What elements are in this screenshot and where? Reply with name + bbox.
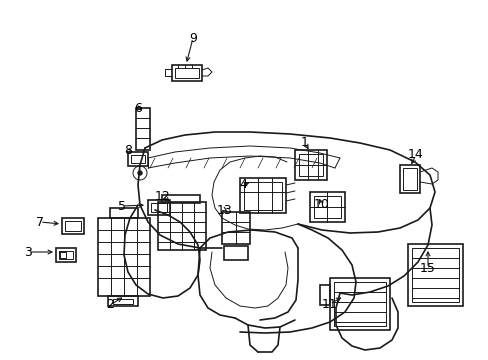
Bar: [309, 192, 345, 222]
Bar: [108, 296, 138, 306]
Bar: [172, 65, 202, 81]
Text: 1: 1: [301, 136, 308, 149]
Text: 13: 13: [217, 203, 232, 216]
Bar: [128, 152, 148, 166]
Text: 2: 2: [106, 298, 114, 311]
Bar: [131, 155, 145, 163]
Text: 12: 12: [155, 189, 170, 202]
Bar: [319, 285, 329, 305]
Text: 9: 9: [189, 31, 197, 45]
Bar: [65, 221, 81, 231]
Bar: [402, 168, 416, 190]
Text: 3: 3: [24, 246, 32, 258]
Bar: [62, 218, 84, 234]
Bar: [148, 200, 170, 215]
Bar: [113, 299, 133, 304]
Bar: [244, 182, 282, 210]
Bar: [294, 150, 326, 180]
Bar: [224, 246, 247, 260]
Text: 5: 5: [118, 199, 126, 212]
Bar: [158, 202, 205, 250]
Bar: [98, 218, 150, 296]
Bar: [313, 196, 340, 218]
Bar: [162, 195, 200, 203]
Text: 8: 8: [124, 144, 132, 157]
Text: 15: 15: [419, 261, 435, 274]
Bar: [151, 203, 167, 212]
Bar: [59, 251, 73, 259]
Bar: [136, 108, 150, 150]
Text: 7: 7: [36, 216, 44, 229]
Bar: [399, 165, 419, 193]
Bar: [407, 244, 462, 306]
Text: 11: 11: [322, 297, 337, 310]
Text: 4: 4: [239, 179, 246, 192]
Text: 10: 10: [313, 198, 329, 211]
Bar: [175, 68, 199, 78]
Bar: [411, 248, 458, 302]
Text: 14: 14: [407, 148, 423, 162]
Bar: [329, 278, 389, 330]
Bar: [240, 178, 285, 213]
Bar: [222, 212, 249, 244]
Bar: [110, 208, 138, 218]
Bar: [56, 248, 76, 262]
Bar: [333, 282, 385, 326]
Text: 6: 6: [134, 102, 142, 114]
Bar: [298, 154, 323, 176]
Circle shape: [138, 171, 142, 175]
